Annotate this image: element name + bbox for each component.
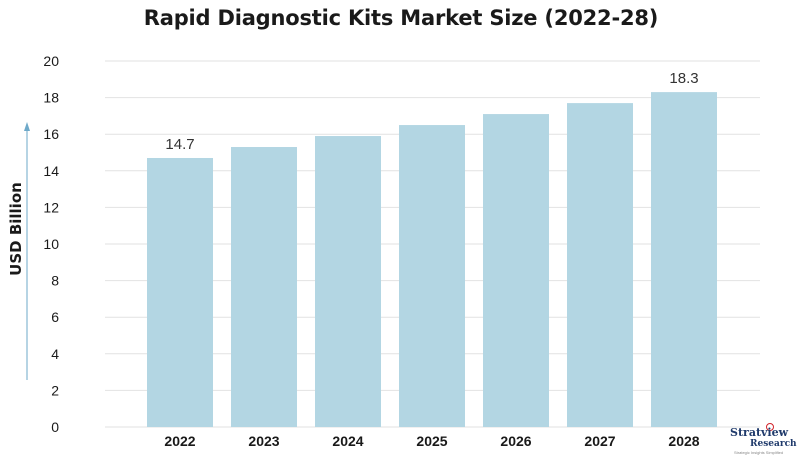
bar-2023 — [231, 147, 297, 427]
bar-2026 — [483, 114, 549, 427]
y-tick-label: 10 — [43, 236, 59, 252]
y-tick-label: 6 — [51, 309, 59, 325]
bar-2027 — [567, 103, 633, 427]
y-tick-label: 18 — [43, 90, 59, 106]
x-tick-label: 2024 — [332, 433, 363, 449]
x-tick-label: 2026 — [500, 433, 531, 449]
y-axis-label: USD Billion — [7, 182, 25, 276]
y-tick-label: 20 — [43, 53, 59, 69]
data-labels: 14.7 18.3 — [165, 70, 698, 153]
data-label: 14.7 — [165, 136, 194, 153]
y-tick-label: 12 — [43, 199, 59, 215]
logo-tagline: Strategic Insights Simplified — [734, 450, 784, 455]
x-tick-label: 2028 — [668, 433, 699, 449]
bar-2022 — [147, 157, 213, 428]
x-tick-label: 2022 — [164, 433, 195, 449]
x-tick-label: 2023 — [248, 433, 279, 449]
y-tick-label: 2 — [51, 382, 59, 398]
y-tick-label: 8 — [51, 273, 59, 289]
y-tick-label: 16 — [43, 126, 59, 142]
y-axis-arrow-head — [24, 122, 30, 131]
bar-2025 — [399, 125, 465, 428]
x-tick-label: 2027 — [584, 433, 615, 449]
x-tick-label: 2025 — [416, 433, 447, 449]
y-tick-label: 14 — [43, 163, 59, 179]
y-tick-label: 4 — [51, 346, 59, 362]
stratview-logo: Stratview Research Strategic Insights Si… — [728, 423, 797, 457]
y-tick-labels: 0 2 4 6 8 10 12 14 16 18 20 — [43, 53, 59, 435]
logo-target-icon — [766, 423, 774, 431]
logo-sub: Research — [750, 439, 797, 449]
bar-2024 — [315, 136, 381, 427]
bar-2028 — [651, 92, 717, 428]
data-label: 18.3 — [669, 70, 698, 87]
logo-name: Stratview — [730, 426, 789, 439]
bars — [147, 92, 717, 428]
y-tick-label: 0 — [51, 419, 59, 435]
x-tick-labels: 2022 2023 2024 2025 2026 2027 2028 — [164, 433, 699, 449]
chart-title: Rapid Diagnostic Kits Market Size (2022-… — [143, 6, 659, 30]
